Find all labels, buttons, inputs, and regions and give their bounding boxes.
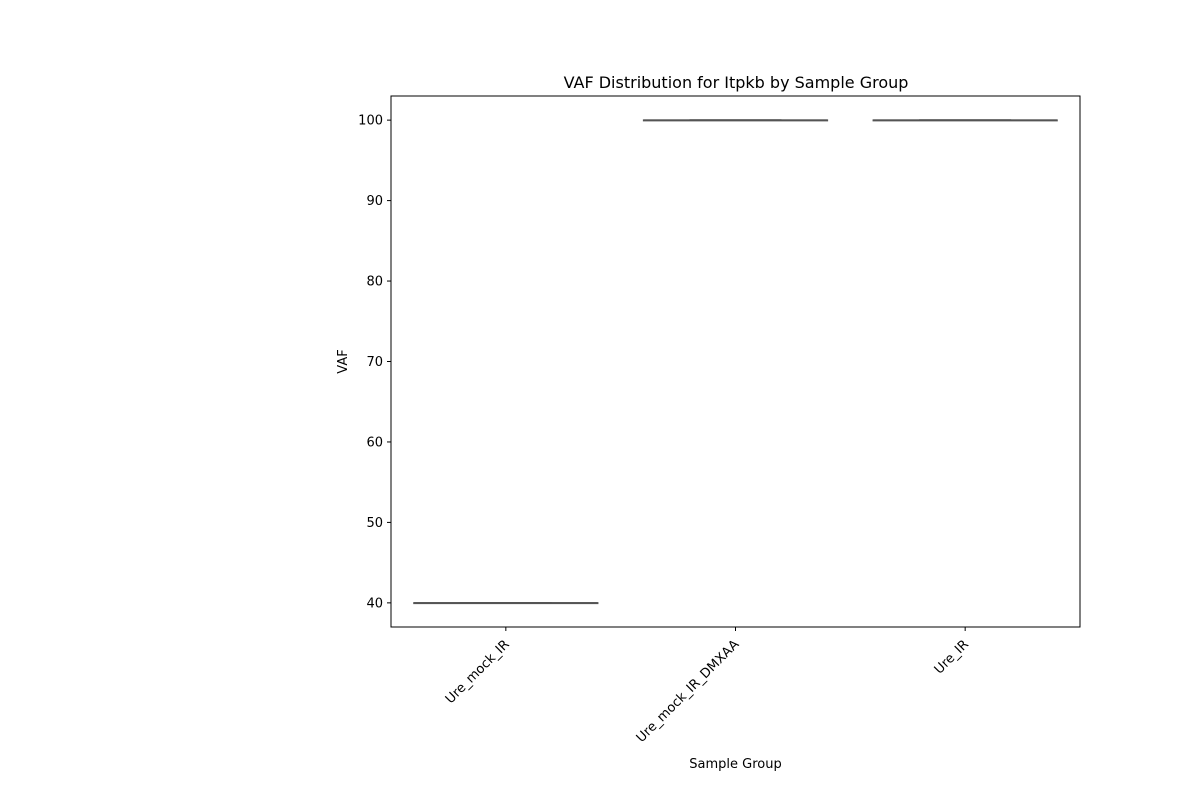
box-Ure_IR: [872, 119, 1058, 122]
y-tick-label: 70: [366, 355, 383, 370]
x-tick-label: Ure_mock_IR_DMXAA: [634, 637, 743, 746]
y-tick-label: 60: [366, 435, 383, 450]
x-tick-label: Ure_IR: [932, 637, 972, 677]
y-tick-label: 50: [366, 516, 383, 531]
box-Ure_mock_IR: [413, 602, 599, 605]
y-tick-label: 90: [366, 194, 383, 209]
y-tick-label: 80: [366, 275, 383, 290]
y-tick-label: 100: [358, 114, 383, 129]
axes-frame: [390, 95, 1081, 628]
x-axis: Ure_mock_IR Ure_mock_IR_DMXAA Ure_IR: [443, 627, 972, 746]
y-axis: 40 50 60 70 80 90 100: [358, 114, 391, 611]
chart-title: VAF Distribution for Itpkb by Sample Gro…: [564, 73, 909, 92]
plot-area: [413, 119, 1058, 605]
y-tick-label: 40: [366, 596, 383, 611]
x-tick-label: Ure_mock_IR: [443, 637, 513, 707]
x-axis-label: Sample Group: [689, 757, 781, 772]
y-axis-label: VAF: [336, 349, 351, 373]
box-Ure_mock_IR_DMXAA: [642, 119, 829, 122]
